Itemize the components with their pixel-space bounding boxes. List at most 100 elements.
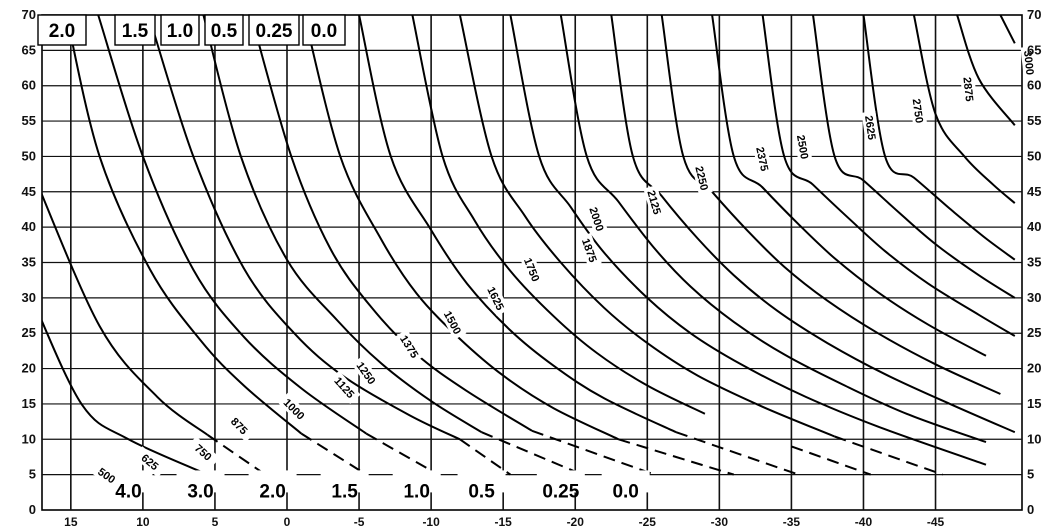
- bottom-scale-bg: [320, 470, 369, 493]
- curve: [812, 15, 1016, 299]
- curve-label-bg: [395, 329, 424, 364]
- curve-solid: [202, 15, 483, 434]
- y-tick-label-right: 65: [1027, 42, 1041, 57]
- bottom-scale-bg: [392, 470, 441, 493]
- x-tick-label: -20: [567, 515, 585, 529]
- curve-label-bg: [439, 305, 467, 340]
- curve-label: 2875: [960, 77, 974, 103]
- x-tick-label: -30: [711, 515, 729, 529]
- curve-label-bg: [1020, 46, 1038, 80]
- top-scale-box: [37, 14, 87, 46]
- bottom-scale-label: 1.5: [331, 481, 358, 502]
- curve: [999, 15, 1016, 44]
- curve-label: 2250: [692, 165, 710, 192]
- top-scale-label: 1.0: [167, 21, 193, 42]
- curve-label-bg: [752, 141, 773, 177]
- x-tick-label: -15: [495, 515, 513, 529]
- y-tick-label-left: 65: [22, 42, 36, 57]
- curve-label-bg: [223, 409, 256, 443]
- curve-label: 2625: [862, 115, 877, 141]
- curve: [956, 15, 1016, 126]
- y-tick-label-right: 5: [1027, 467, 1034, 482]
- x-tick-label: -45: [927, 515, 945, 529]
- y-tick-label-right: 70: [1027, 7, 1041, 22]
- curve-label-bg: [186, 436, 220, 469]
- curve-label: 1750: [521, 256, 541, 283]
- curve-solid: [147, 15, 461, 441]
- bottom-scale-bg: [601, 470, 650, 493]
- x-tick-label: -5: [354, 515, 365, 529]
- curve-label-bg: [793, 129, 813, 164]
- curve-dashed-tail: [791, 445, 872, 476]
- curve: [509, 15, 987, 466]
- curve-dashed-tail: [300, 432, 367, 476]
- curve: [761, 15, 1016, 337]
- curve-label-bg: [328, 370, 361, 404]
- x-tick-label: -25: [639, 515, 657, 529]
- x-tick-label: -40: [855, 515, 873, 529]
- y-tick-label-left: 50: [22, 148, 36, 163]
- curve-dashed-tail: [834, 435, 944, 476]
- bottom-scale-label: 0.5: [468, 481, 495, 502]
- curve-label-bg: [577, 232, 602, 268]
- top-scale-box: [114, 14, 156, 46]
- curve: [711, 15, 987, 357]
- y-tick-label-left: 40: [22, 219, 36, 234]
- curve: [660, 15, 1001, 395]
- bottom-scale-label: 4.0: [115, 481, 141, 502]
- y-tick-label-left: 60: [22, 78, 36, 93]
- y-tick-label-right: 40: [1027, 219, 1041, 234]
- curve-dashed-tail: [459, 438, 511, 476]
- y-tick-label-left: 0: [29, 502, 36, 517]
- y-tick-label-left: 30: [22, 290, 36, 305]
- y-tick-label-left: 70: [22, 7, 36, 22]
- top-scale-label: 0.25: [256, 21, 293, 42]
- curve-label-bg: [519, 252, 545, 288]
- curve-solid: [65, 15, 303, 435]
- curve-solid: [303, 15, 619, 441]
- y-tick-label-right: 20: [1027, 361, 1041, 376]
- y-tick-label-left: 20: [22, 361, 36, 376]
- x-tick-label: -10: [422, 515, 440, 529]
- curve-solid: [97, 15, 367, 435]
- curve: [912, 15, 1016, 204]
- top-scale-box: [248, 14, 300, 46]
- bottom-scale-bg: [457, 470, 506, 493]
- curve-label-bg: [960, 72, 978, 106]
- bottom-scale-label: 0.25: [542, 481, 579, 502]
- curve-dashed-tail: [481, 431, 583, 476]
- y-tick-label-left: 55: [22, 113, 36, 128]
- labels: 2.0 1.5 1.0 0.5 0.25 0.0 4.0 3.0 2.0 1.5 1.0 0.5 0.2…: [37, 14, 1038, 502]
- curve-solid: [42, 192, 209, 436]
- curve-label-bg: [482, 280, 510, 316]
- top-scale-box: [302, 14, 346, 46]
- curves: [42, 15, 1016, 476]
- top-scale-box: [204, 14, 244, 46]
- curve-label: 3000: [1021, 50, 1035, 76]
- y-tick-label-left: 35: [22, 255, 36, 270]
- curve-dashed-tail: [675, 431, 799, 476]
- curve-solid: [358, 15, 677, 434]
- top-scale-label: 0.5: [211, 21, 238, 42]
- curve-solid: [411, 15, 706, 415]
- y-tick-label-right: 10: [1027, 431, 1041, 446]
- top-scale-box: [160, 14, 200, 46]
- bottom-scale-label: 1.0: [403, 481, 429, 502]
- x-tick-label: -35: [783, 515, 801, 529]
- curve-dashed-tail: [531, 429, 655, 476]
- curve-label-bg: [277, 392, 311, 426]
- curve-label: 2000: [586, 206, 605, 233]
- top-scale-label: 1.5: [122, 21, 149, 42]
- grid: [41, 14, 1023, 511]
- y-tick-label-right: 0: [1027, 502, 1034, 517]
- y-tick-label-left: 25: [22, 325, 36, 340]
- curve-label-bg: [585, 201, 609, 237]
- x-tick-label: 10: [136, 515, 150, 529]
- curve-label-bg: [133, 446, 167, 478]
- bottom-scale-label: 2.0: [259, 481, 285, 502]
- curve-label-bg: [861, 110, 880, 145]
- curve-solid: [250, 15, 533, 432]
- curve-label-bg: [909, 94, 928, 128]
